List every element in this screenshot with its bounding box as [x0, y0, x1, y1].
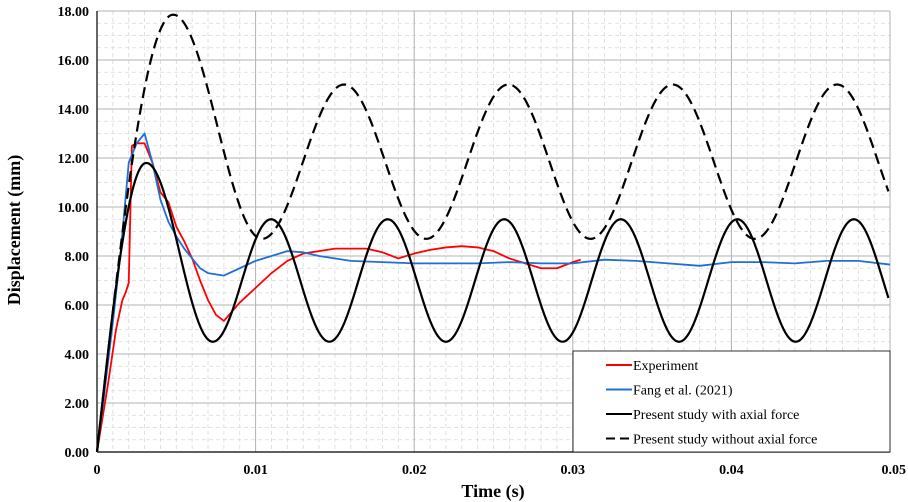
y-tick-label: 16.00	[58, 54, 90, 69]
y-tick-label: 10.00	[58, 201, 90, 216]
series-line-1	[96, 132, 891, 453]
series-line-0	[96, 142, 581, 453]
x-axis-title: Time (s)	[461, 481, 524, 502]
legend-label: Fang et al. (2021)	[633, 384, 733, 399]
y-tick-label: 6.00	[65, 299, 90, 314]
x-tick-label: 0.02	[402, 463, 427, 478]
x-tick-label: 0.03	[561, 463, 586, 478]
x-tick-label: 0	[94, 463, 101, 478]
y-tick-labels: 0.00 2.00 4.00 6.00 8.00 10.00 12.00 14.00 16.00…	[58, 5, 90, 461]
y-axis-title: Displacement (mm)	[4, 155, 25, 305]
y-tick-label: 18.00	[58, 5, 90, 20]
y-tick-label: 2.00	[65, 397, 90, 412]
series-layer	[95, 13, 891, 453]
x-tick-label: 0.05	[882, 463, 907, 478]
series-line-2	[95, 161, 890, 453]
series-line-3	[95, 13, 890, 453]
y-tick-label: 12.00	[58, 152, 90, 167]
legend: Experiment Fang et al. (2021) Present stud…	[572, 350, 891, 453]
x-tick-labels: 0 0.01 0.02 0.03 0.04 0.05	[94, 463, 907, 478]
y-tick-label: 8.00	[65, 250, 90, 265]
y-tick-label: 4.00	[65, 348, 90, 363]
x-tick-label: 0.01	[243, 463, 268, 478]
x-tick-label: 0.04	[719, 463, 744, 478]
legend-label: Experiment	[633, 359, 698, 374]
legend-box	[572, 350, 891, 453]
legend-label: Present study without axial force	[633, 433, 817, 448]
y-tick-label: 0.00	[65, 446, 90, 461]
y-tick-label: 14.00	[58, 103, 90, 118]
legend-label: Present study with axial force	[633, 408, 799, 423]
